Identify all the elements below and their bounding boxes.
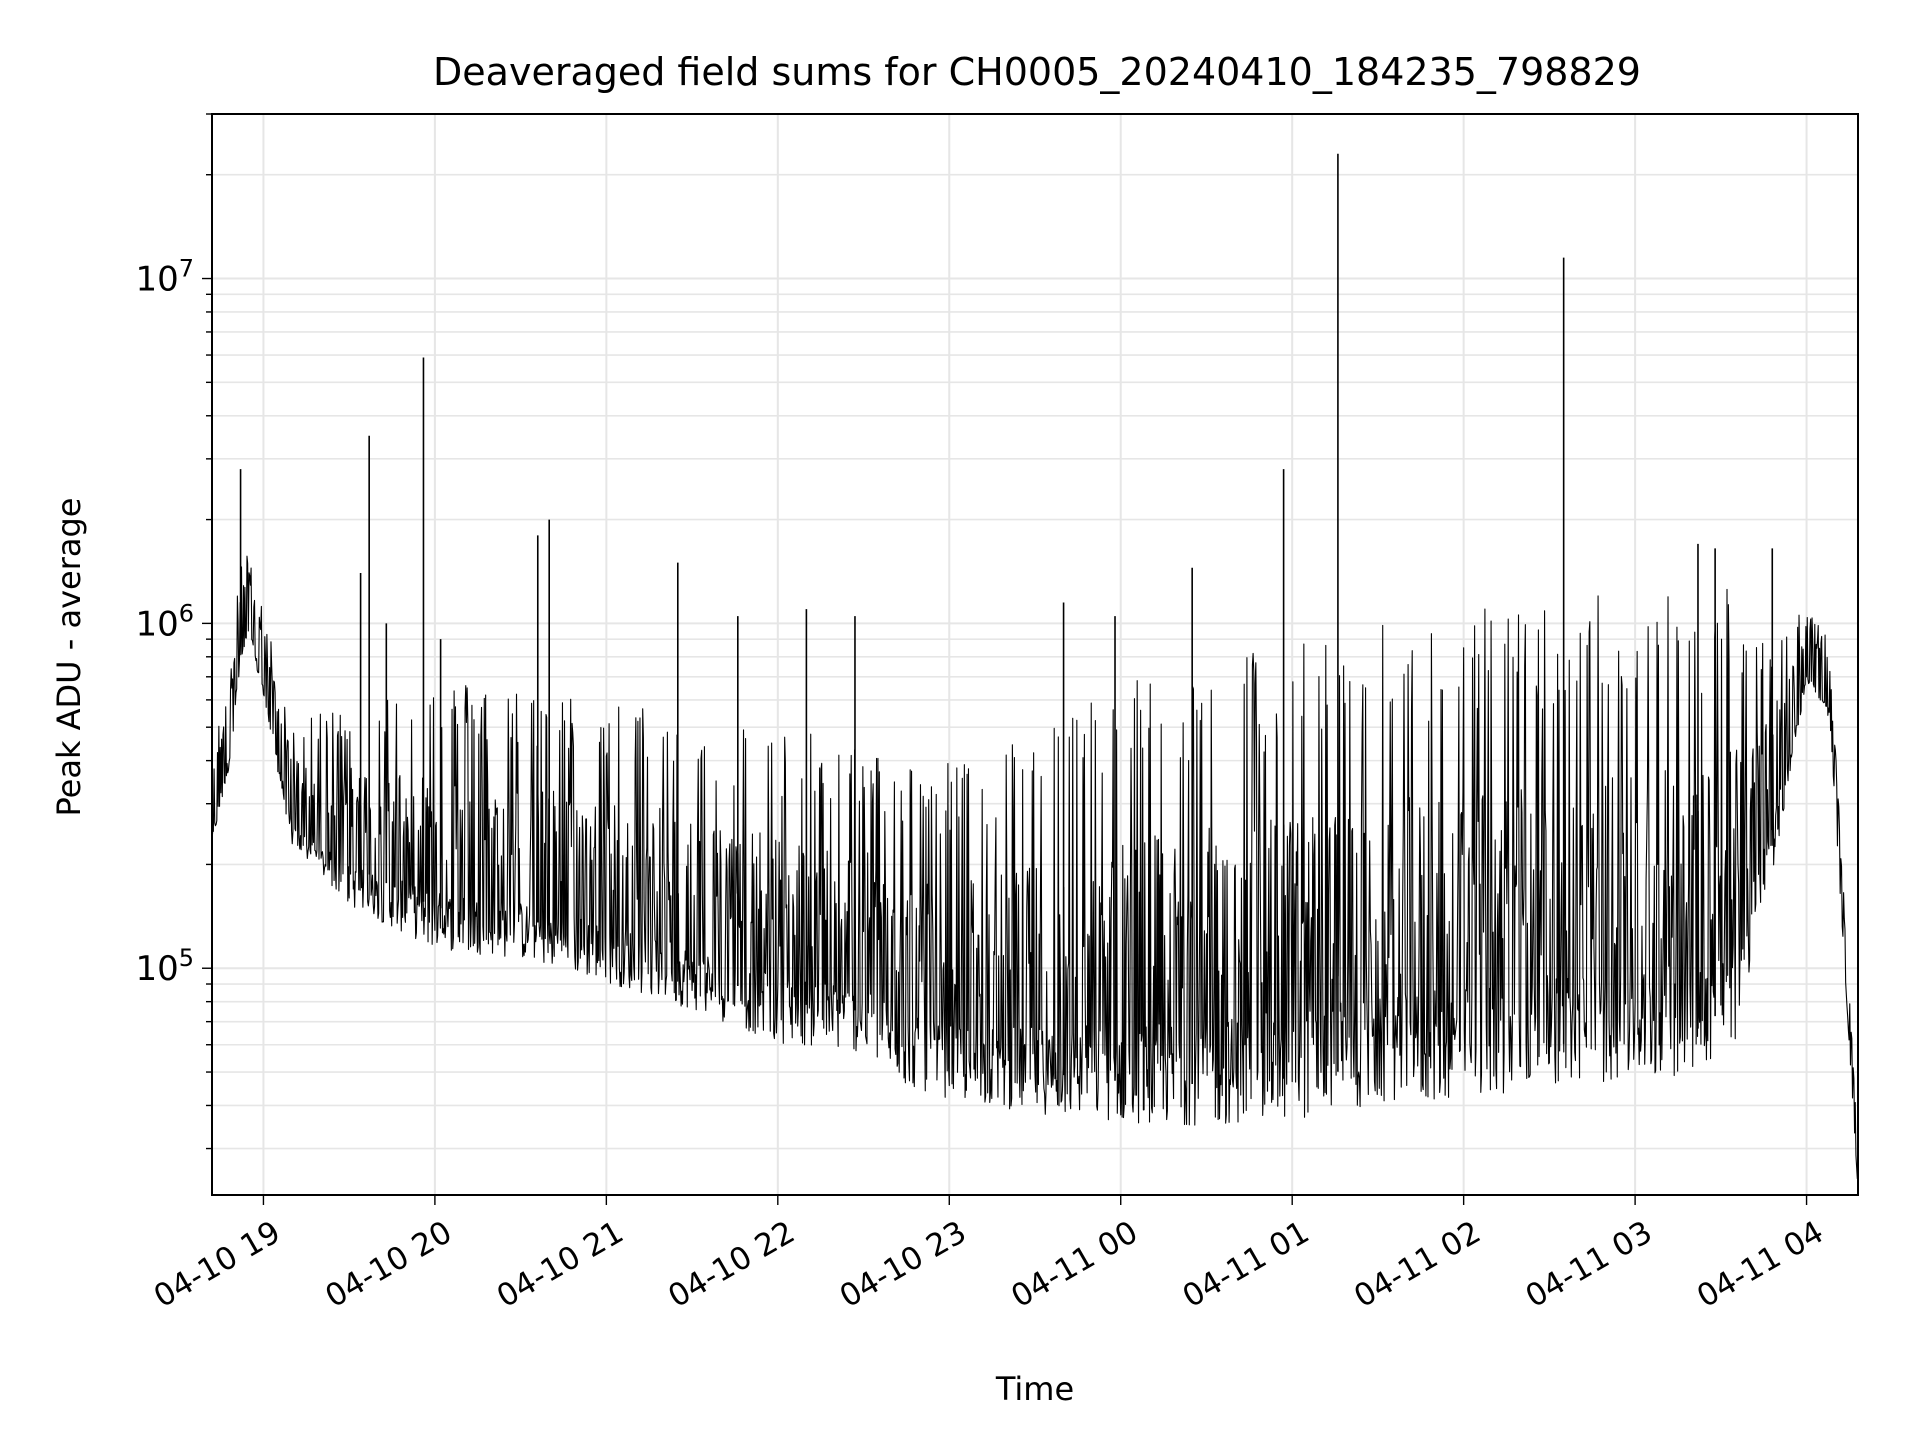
chart-title: Deaveraged field sums for CH0005_2024041… (433, 50, 1641, 94)
axes-frame (211, 113, 1859, 1196)
x-axis-label: Time (995, 1370, 1074, 1408)
series-line (211, 555, 1859, 1180)
y-tick-label: 107 (135, 255, 194, 300)
data-layer (211, 153, 1859, 1180)
y-tick-label: 105 (135, 944, 194, 989)
y-axis-label: Peak ADU - average (50, 498, 88, 817)
y-tick-label: 106 (135, 599, 194, 644)
